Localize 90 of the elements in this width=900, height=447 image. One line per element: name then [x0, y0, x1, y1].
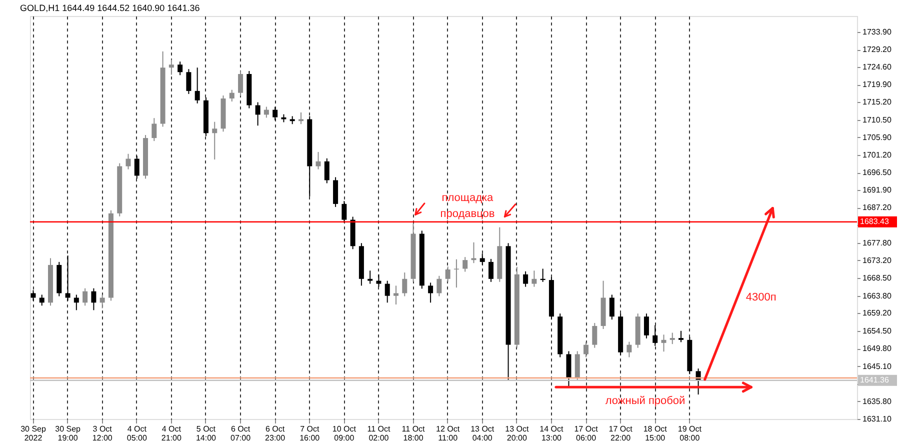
candlestick [566, 350, 572, 388]
candlestick [532, 270, 537, 288]
ref-line-label: 1641.36 [860, 375, 890, 384]
y-tick-label: 1631.10 [862, 414, 892, 424]
chart-title: GOLD,H1 1644.49 1644.52 1640.90 1641.36 [20, 3, 200, 13]
candlestick [298, 112, 304, 125]
y-tick-label: 1710.50 [862, 115, 892, 124]
y-tick-label: 1668.50 [862, 274, 892, 283]
candlestick [368, 270, 373, 284]
candlestick [626, 341, 632, 358]
x-tick-label: 19 Oct 08:00 [678, 424, 702, 442]
y-tick-label: 1677.80 [862, 238, 892, 248]
x-tick-label: 17 Oct 22:00 [608, 424, 634, 442]
candlestick [445, 266, 450, 282]
x-tick-label: 3 Oct 12:00 [92, 424, 113, 442]
y-tick-label: 1673.20 [862, 256, 892, 265]
annotation: 4300п [746, 291, 776, 304]
candlestick [436, 275, 442, 297]
candlestick [454, 258, 459, 288]
annotation: ложный пробой [605, 394, 686, 407]
y-tick-label: 1696.50 [862, 168, 892, 178]
x-tick-label: 4 Oct 05:00 [126, 424, 148, 442]
candlestick [324, 158, 330, 184]
candlestick [74, 294, 79, 311]
x-tick-label: 4 Oct 21:00 [161, 424, 182, 442]
candlestick [471, 242, 476, 264]
candlestick [678, 330, 684, 343]
candlestick [393, 285, 398, 306]
candlestick [39, 294, 44, 306]
candlestick [574, 350, 580, 382]
x-tick-label: 30 Sep 2022 [20, 424, 46, 442]
candlestick [584, 341, 589, 358]
candlestick [229, 89, 234, 102]
candlestick [661, 334, 666, 352]
x-tick-label: 30 Sep 19:00 [55, 424, 82, 442]
y-tick-label: 1729.20 [862, 45, 892, 54]
x-tick-label: 12 Oct 11:00 [436, 424, 460, 442]
candlestick [178, 61, 183, 76]
x-tick-label: 11 Oct 18:00 [402, 424, 426, 442]
y-tick-label: 1635.80 [862, 396, 892, 406]
x-tick-label: 14 Oct 13:00 [540, 424, 564, 442]
candlestick [238, 70, 244, 96]
candlestick [91, 288, 96, 311]
x-tick-label: 5 Oct 14:00 [196, 424, 217, 442]
y-tick-label: 1724.60 [862, 62, 892, 72]
x-tick-label: 6 Oct 07:00 [230, 424, 252, 442]
candlestick [592, 322, 598, 348]
candlestick [488, 258, 494, 282]
y-tick-label: 1654.50 [862, 326, 892, 336]
y-tick-label: 1733.90 [862, 27, 892, 36]
x-tick-label: 6 Oct 23:00 [265, 424, 286, 442]
y-tick-label: 1687.20 [862, 203, 892, 212]
y-tick-label: 1645.10 [862, 362, 892, 371]
ref-line-label: 1683.43 [860, 216, 890, 226]
x-tick-label: 11 Oct 02:00 [367, 424, 391, 442]
candlestick [126, 153, 131, 170]
candlestick [428, 282, 434, 304]
candlestick [402, 272, 408, 297]
x-tick-label: 13 Oct 20:00 [505, 424, 530, 442]
x-tick-label: 13 Oct 04:00 [470, 424, 495, 442]
candlestick [186, 68, 192, 94]
y-tick-label: 1705.90 [862, 132, 892, 142]
x-tick-label: 7 Oct 16:00 [300, 424, 320, 442]
x-tick-label: 10 Oct 09:00 [332, 424, 357, 442]
candlestick [523, 270, 528, 288]
y-tick-label: 1663.80 [862, 291, 892, 300]
y-tick-label: 1719.90 [862, 80, 892, 90]
candlestick [670, 332, 675, 345]
y-tick-label: 1715.20 [862, 98, 892, 107]
annotation: площадка продавцов [440, 192, 495, 220]
y-tick-label: 1691.90 [862, 186, 892, 195]
y-tick-label: 1659.20 [862, 308, 892, 318]
candlestick [194, 67, 200, 104]
candlestick [384, 280, 390, 304]
candlestick [264, 106, 269, 118]
y-tick-label: 1701.20 [862, 150, 892, 160]
candlestick [152, 118, 157, 142]
x-tick-label: 18 Oct 15:00 [643, 424, 668, 442]
candlestick [100, 294, 105, 309]
candlestick [212, 121, 218, 160]
candlestick [333, 176, 338, 208]
candlestick [316, 151, 321, 170]
candlestick [644, 313, 649, 339]
candlestick [82, 288, 88, 306]
candlestick [462, 256, 468, 272]
candlestick [168, 59, 174, 76]
candlestick [609, 294, 614, 320]
y-tick-label: 1649.80 [862, 344, 892, 354]
x-tick-label: 17 Oct 06:00 [574, 424, 599, 442]
candlestick [255, 102, 260, 126]
